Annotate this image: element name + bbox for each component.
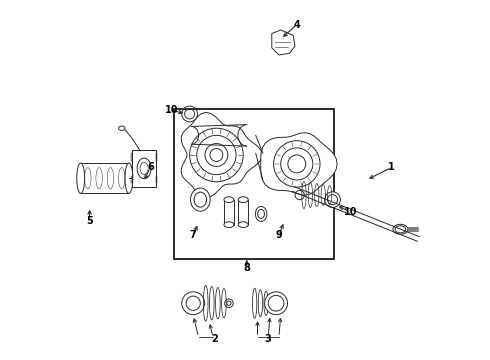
Circle shape bbox=[265, 292, 288, 315]
Ellipse shape bbox=[77, 163, 85, 193]
Text: 8: 8 bbox=[244, 262, 250, 273]
Bar bbox=[81, 163, 129, 193]
Text: 10: 10 bbox=[165, 105, 178, 115]
Bar bbox=[224, 200, 234, 225]
Text: 2: 2 bbox=[211, 334, 218, 344]
Text: 9: 9 bbox=[275, 230, 282, 240]
Polygon shape bbox=[181, 112, 262, 198]
Text: 5: 5 bbox=[86, 216, 93, 226]
Ellipse shape bbox=[238, 222, 248, 228]
Polygon shape bbox=[261, 133, 337, 195]
Bar bbox=[131, 153, 132, 161]
Bar bbox=[173, 109, 334, 258]
Circle shape bbox=[325, 192, 341, 207]
Bar bbox=[132, 150, 156, 187]
Ellipse shape bbox=[255, 206, 267, 221]
Bar bbox=[131, 176, 132, 183]
Ellipse shape bbox=[224, 197, 234, 203]
Ellipse shape bbox=[125, 163, 133, 193]
Text: 7: 7 bbox=[190, 230, 196, 240]
Bar bbox=[238, 200, 248, 225]
Circle shape bbox=[182, 292, 205, 315]
Text: 4: 4 bbox=[294, 19, 300, 30]
Text: 1: 1 bbox=[388, 162, 395, 172]
Bar bbox=[156, 176, 157, 183]
Bar bbox=[156, 153, 157, 161]
Text: 3: 3 bbox=[265, 334, 271, 344]
Ellipse shape bbox=[191, 188, 210, 211]
Text: 6: 6 bbox=[147, 162, 154, 172]
Text: 10: 10 bbox=[343, 207, 357, 217]
Ellipse shape bbox=[238, 197, 248, 203]
Ellipse shape bbox=[224, 222, 234, 228]
